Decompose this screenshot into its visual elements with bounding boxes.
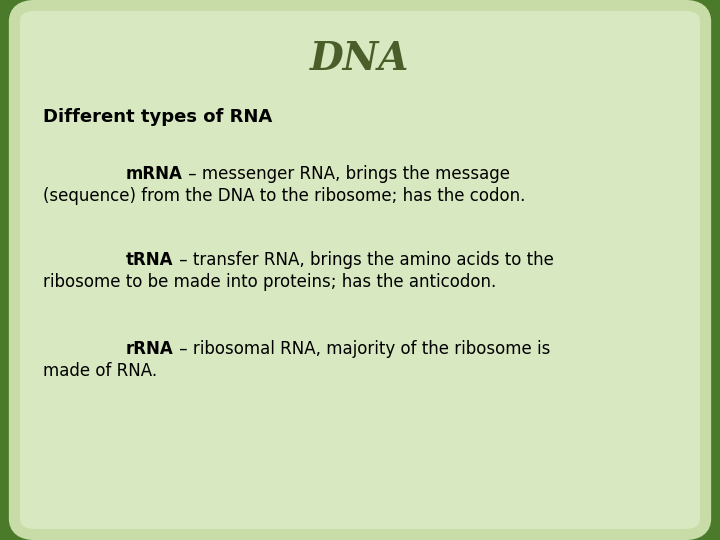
Text: ribosome to be made into proteins; has the anticodon.: ribosome to be made into proteins; has t… <box>43 273 497 291</box>
Text: Different types of RNA: Different types of RNA <box>43 108 272 126</box>
Text: DNA: DNA <box>310 40 410 78</box>
Text: made of RNA.: made of RNA. <box>43 362 158 380</box>
Text: – transfer RNA, brings the amino acids to the: – transfer RNA, brings the amino acids t… <box>174 251 554 269</box>
Text: (sequence) from the DNA to the ribosome; has the codon.: (sequence) from the DNA to the ribosome;… <box>43 187 526 205</box>
Text: rRNA: rRNA <box>126 340 174 358</box>
Text: mRNA: mRNA <box>126 165 183 183</box>
FancyBboxPatch shape <box>14 5 706 535</box>
Text: tRNA: tRNA <box>126 251 174 269</box>
Text: – ribosomal RNA, majority of the ribosome is: – ribosomal RNA, majority of the ribosom… <box>174 340 550 358</box>
Text: – messenger RNA, brings the message: – messenger RNA, brings the message <box>183 165 510 183</box>
